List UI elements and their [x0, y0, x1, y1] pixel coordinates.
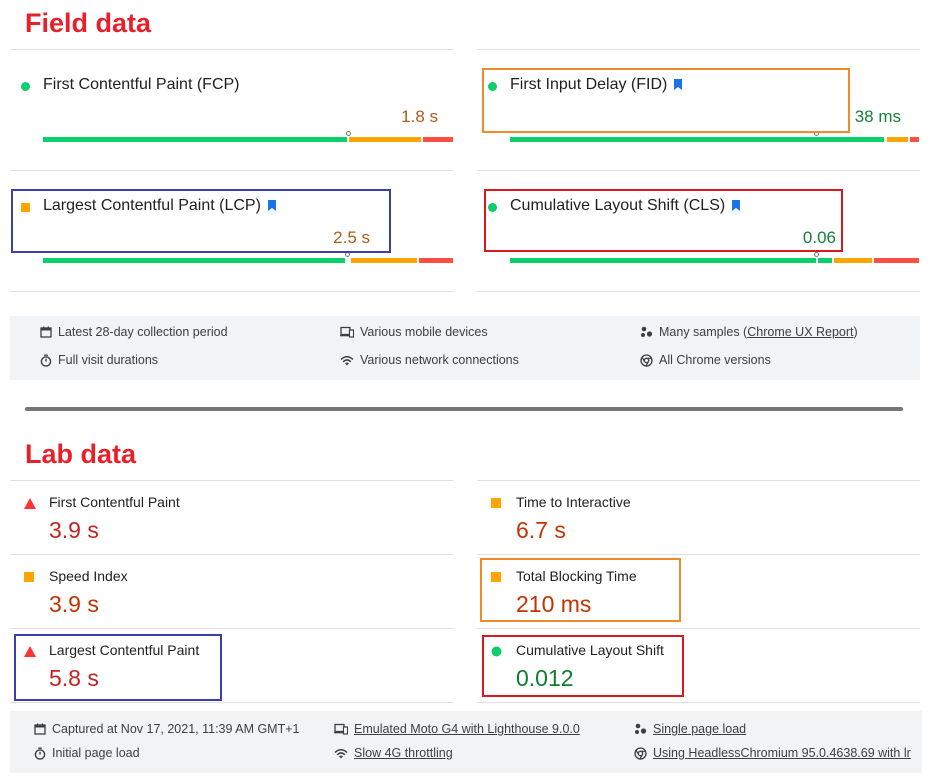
lab-metric-fcp: First Contentful Paint 3.9 s: [10, 481, 430, 555]
metric-value: 2.5 s: [333, 228, 370, 247]
samples-icon: [641, 326, 653, 337]
wifi-icon: [340, 355, 354, 365]
visit-durations: Full visit durations: [40, 353, 158, 367]
metric-value: 3.9 s: [49, 517, 99, 543]
calendar-icon: [34, 723, 46, 735]
metric-value: 0.06: [802, 228, 836, 247]
metric-value: 3.9 s: [49, 591, 99, 617]
metric-value: 38 ms: [854, 107, 901, 126]
divider-line: [477, 49, 920, 50]
lab-metric-tbt: Total Blocking Time 210 ms: [477, 555, 897, 629]
metric-value: 6.7 s: [516, 517, 566, 543]
divider-line: [10, 49, 453, 50]
chrome-ux-report-link[interactable]: Chrome UX Report: [747, 325, 854, 339]
devices-icon: [334, 723, 348, 735]
highlight-box-lab-cls: [482, 635, 684, 697]
highlight-box-fid: [482, 68, 850, 133]
fail-triangle-icon: [24, 646, 36, 657]
distribution-bar: [43, 131, 453, 142]
initial-page-load: Initial page load: [34, 746, 140, 760]
pass-dot-icon: [488, 203, 497, 212]
bookmark-icon: [732, 200, 741, 211]
metric-label: Speed Index: [49, 568, 128, 584]
samples-icon: [635, 723, 647, 734]
highlight-box-lcp: [11, 189, 391, 253]
field-metric-lcp: Largest Contentful Paint (LCP) 2.5 s: [10, 171, 453, 292]
lab-info-panel: Captured at Nov 17, 2021, 11:39 AM GMT+1…: [10, 711, 922, 773]
section-divider: [25, 407, 903, 411]
collection-period: Latest 28-day collection period: [40, 325, 228, 339]
highlight-box-lab-lcp: [14, 634, 222, 701]
lab-metric-tti: Time to Interactive 6.7 s: [477, 481, 897, 555]
network-throttling[interactable]: Slow 4G throttling: [334, 746, 453, 760]
metric-value: 0.012: [516, 665, 574, 691]
metric-value: 5.8 s: [49, 665, 99, 691]
pass-dot-icon: [488, 82, 497, 91]
field-metric-fid: First Input Delay (FID) 38 ms: [477, 50, 919, 171]
metric-label: First Input Delay (FID): [510, 76, 683, 94]
average-square-icon: [21, 203, 30, 212]
chrome-icon: [634, 746, 647, 760]
lab-metric-cls: Cumulative Layout Shift 0.012: [477, 629, 897, 703]
metric-label: Cumulative Layout Shift: [516, 642, 664, 658]
highlight-box-cls: [484, 189, 843, 252]
pass-dot-icon: [491, 646, 502, 657]
average-square-icon: [491, 572, 501, 582]
single-page-load[interactable]: Single page load: [634, 722, 746, 736]
field-info-panel: Latest 28-day collection period Various …: [10, 316, 920, 380]
average-square-icon: [491, 498, 501, 508]
metric-value: 1.8 s: [401, 107, 438, 126]
field-metric-fcp: First Contentful Paint (FCP) 1.8 s: [10, 50, 453, 171]
distribution-bar: [43, 252, 453, 263]
metric-label: First Contentful Paint: [49, 494, 180, 510]
bookmark-icon: [674, 79, 683, 90]
field-metric-cls: Cumulative Layout Shift (CLS) 0.06: [477, 171, 919, 292]
fail-triangle-icon: [24, 498, 36, 509]
metric-label: Largest Contentful Paint (LCP): [43, 197, 276, 215]
distribution-bar: [510, 131, 919, 142]
captured-at: Captured at Nov 17, 2021, 11:39 AM GMT+1: [34, 722, 299, 736]
highlight-box-tbt: [480, 558, 681, 622]
distribution-bar: [510, 252, 919, 263]
field-data-heading: Field data: [25, 8, 152, 38]
chrome-versions: All Chrome versions: [640, 353, 771, 367]
chrome-icon: [640, 353, 653, 367]
average-square-icon: [24, 572, 34, 582]
lab-metric-lcp: Largest Contentful Paint 5.8 s: [10, 629, 430, 703]
metric-label: Cumulative Layout Shift (CLS): [510, 197, 741, 215]
network-connections: Various network connections: [340, 353, 519, 367]
metric-label: Total Blocking Time: [516, 568, 637, 584]
lab-data-heading: Lab data: [25, 439, 137, 469]
devices-icon: [340, 326, 354, 338]
browser-version[interactable]: Using HeadlessChromium 95.0.4638.69 with…: [634, 746, 911, 760]
mobile-devices: Various mobile devices: [340, 325, 488, 339]
percentile-marker: [814, 252, 819, 257]
pass-dot-icon: [21, 82, 30, 91]
metric-label: Largest Contentful Paint: [49, 642, 200, 658]
wifi-icon: [334, 748, 348, 758]
metric-value: 210 ms: [516, 591, 592, 617]
lab-metric-speed-index: Speed Index 3.9 s: [10, 555, 430, 629]
calendar-icon: [40, 326, 52, 338]
emulated-device[interactable]: Emulated Moto G4 with Lighthouse 9.0.0: [334, 722, 580, 736]
metric-label: Time to Interactive: [516, 494, 631, 510]
percentile-marker: [346, 131, 351, 136]
stopwatch-icon: [40, 354, 52, 367]
many-samples: Many samples (Chrome UX Report): [640, 325, 858, 339]
metric-label: First Contentful Paint (FCP): [43, 76, 240, 93]
stopwatch-icon: [34, 747, 46, 760]
bookmark-icon: [267, 200, 276, 211]
